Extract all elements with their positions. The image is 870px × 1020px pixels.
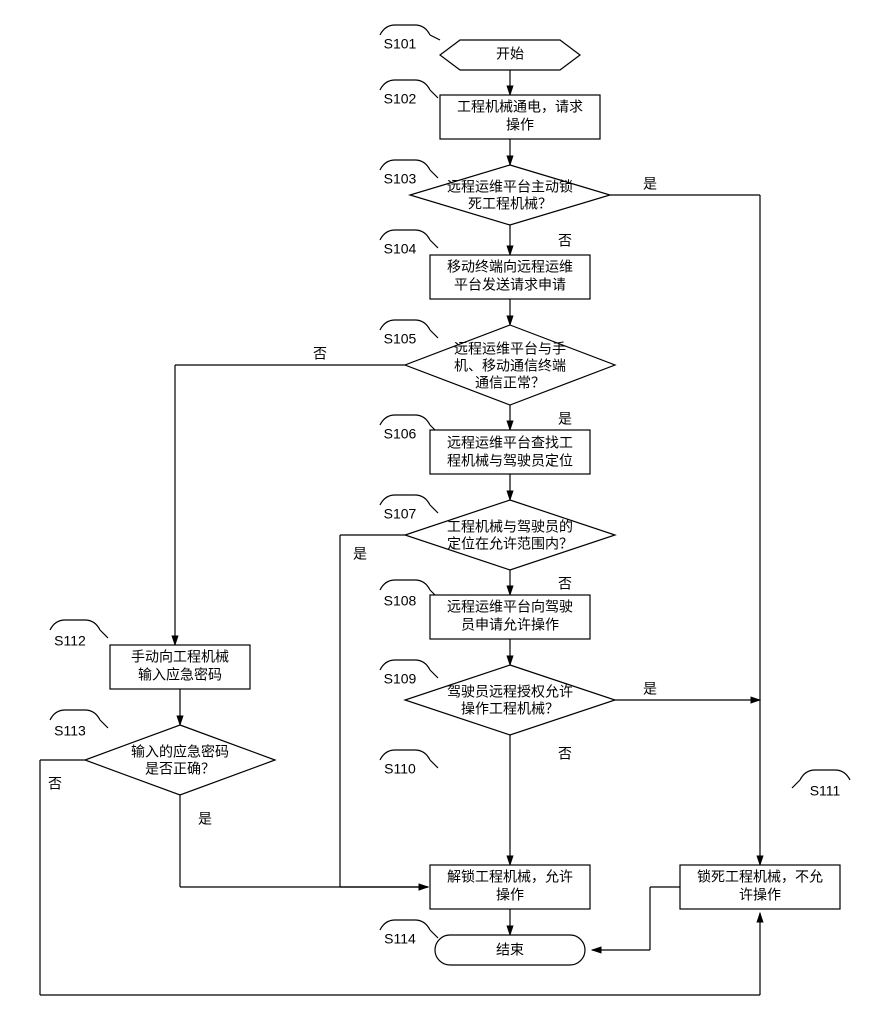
- svg-text:员申请允许操作: 员申请允许操作: [461, 617, 559, 633]
- node-end: 结束: [435, 935, 585, 965]
- svg-text:S112: S112: [54, 633, 86, 649]
- node-s103: 远程运维平台主动锁 死工程机械？: [410, 165, 610, 225]
- branch-yes: 是: [558, 411, 572, 427]
- node-s113: 输入的应急密码 是否正确？: [85, 725, 275, 795]
- svg-text:移动终端向远程运维: 移动终端向远程运维: [447, 259, 573, 275]
- node-s104: 移动终端向远程运维 平台发送请求申请: [430, 255, 590, 299]
- branch-yes: 是: [353, 546, 367, 562]
- svg-text:S106: S106: [384, 426, 417, 442]
- svg-text:S113: S113: [54, 723, 86, 739]
- svg-text:远程运维平台查找工: 远程运维平台查找工: [447, 435, 573, 451]
- svg-text:平台发送请求申请: 平台发送请求申请: [454, 277, 566, 293]
- branch-yes: 是: [198, 811, 212, 827]
- step-label-s101: S101: [380, 25, 440, 52]
- svg-text:工程机械通电，请求: 工程机械通电，请求: [457, 99, 583, 115]
- branch-yes: 是: [643, 176, 657, 192]
- svg-text:解锁工程机械，允许: 解锁工程机械，允许: [447, 869, 573, 885]
- svg-text:操作: 操作: [496, 887, 524, 903]
- svg-text:S108: S108: [384, 593, 417, 609]
- step-label-s114: S114: [380, 920, 438, 947]
- node-start: 开始: [440, 40, 580, 70]
- flowchart-canvas: S101 开始 S102 工程机械通电，请求 操作 S103 远程运维平台主动锁…: [10, 10, 870, 1010]
- svg-text:通信正常？: 通信正常？: [475, 375, 545, 391]
- node-s109: 驾驶员远程授权允许 操作工程机械？: [405, 665, 615, 735]
- svg-text:S114: S114: [384, 931, 416, 947]
- step-label-s106: S106: [380, 415, 438, 442]
- branch-no: 否: [558, 233, 572, 249]
- branch-no: 否: [313, 346, 327, 362]
- svg-text:驾驶员远程授权允许: 驾驶员远程授权允许: [447, 684, 573, 700]
- svg-text:机、移动通信终端: 机、移动通信终端: [454, 358, 566, 374]
- step-label-s108: S108: [380, 580, 438, 609]
- step-label-s107: S107: [380, 495, 438, 522]
- branch-no: 否: [48, 776, 62, 792]
- svg-text:输入应急密码: 输入应急密码: [138, 667, 222, 683]
- svg-text:输入的应急密码: 输入的应急密码: [131, 744, 229, 760]
- node-s112: 手动向工程机械 输入应急密码: [110, 645, 250, 689]
- svg-text:S111: S111: [810, 783, 841, 799]
- svg-text:程机械与驾驶员定位: 程机械与驾驶员定位: [447, 453, 573, 469]
- branch-no: 否: [558, 746, 572, 762]
- svg-text:S104: S104: [384, 241, 417, 257]
- svg-text:是否正确？: 是否正确？: [145, 761, 215, 777]
- branch-no: 否: [558, 576, 572, 592]
- step-label-s102: S102: [380, 80, 438, 107]
- step-label-s109: S109: [380, 660, 438, 687]
- node-s108: 远程运维平台向驾驶 员申请允许操作: [430, 595, 590, 639]
- svg-text:远程运维平台向驾驶: 远程运维平台向驾驶: [447, 599, 573, 615]
- svg-text:锁死工程机械，不允: 锁死工程机械，不允: [697, 869, 823, 885]
- svg-text:远程运维平台主动锁: 远程运维平台主动锁: [447, 179, 573, 195]
- svg-text:远程运维平台与手: 远程运维平台与手: [454, 341, 566, 357]
- svg-text:开始: 开始: [496, 46, 524, 62]
- svg-text:S107: S107: [384, 506, 417, 522]
- svg-text:操作: 操作: [506, 117, 534, 133]
- svg-text:S101: S101: [384, 36, 417, 52]
- svg-text:定位在允许范围内？: 定位在允许范围内？: [447, 536, 573, 552]
- svg-text:S109: S109: [384, 671, 417, 687]
- step-label-s105: S105: [380, 320, 438, 347]
- node-s102: 工程机械通电，请求 操作: [440, 95, 600, 139]
- svg-text:S102: S102: [384, 91, 417, 107]
- node-s106: 远程运维平台查找工 程机械与驾驶员定位: [430, 430, 590, 474]
- svg-text:死工程机械？: 死工程机械？: [468, 196, 552, 212]
- svg-text:结束: 结束: [496, 942, 524, 958]
- svg-text:工程机械与驾驶员的: 工程机械与驾驶员的: [447, 519, 573, 535]
- svg-text:S105: S105: [384, 331, 417, 347]
- step-label-s112: S112: [50, 620, 108, 649]
- node-s110: 解锁工程机械，允许 操作: [430, 865, 590, 909]
- svg-text:许操作: 许操作: [739, 887, 781, 903]
- branch-yes: 是: [643, 681, 657, 697]
- step-label-s103: S103: [380, 160, 438, 187]
- step-label-s110: S110: [380, 750, 438, 777]
- svg-text:操作工程机械？: 操作工程机械？: [461, 701, 559, 717]
- node-s107: 工程机械与驾驶员的 定位在允许范围内？: [405, 500, 615, 570]
- step-label-s104: S104: [380, 230, 438, 257]
- svg-text:手动向工程机械: 手动向工程机械: [131, 649, 229, 665]
- svg-text:S110: S110: [384, 761, 416, 777]
- svg-text:S103: S103: [384, 171, 417, 187]
- step-label-s111: S111: [792, 770, 850, 799]
- node-s111: 锁死工程机械，不允 许操作: [680, 865, 840, 909]
- step-label-s113: S113: [50, 710, 108, 739]
